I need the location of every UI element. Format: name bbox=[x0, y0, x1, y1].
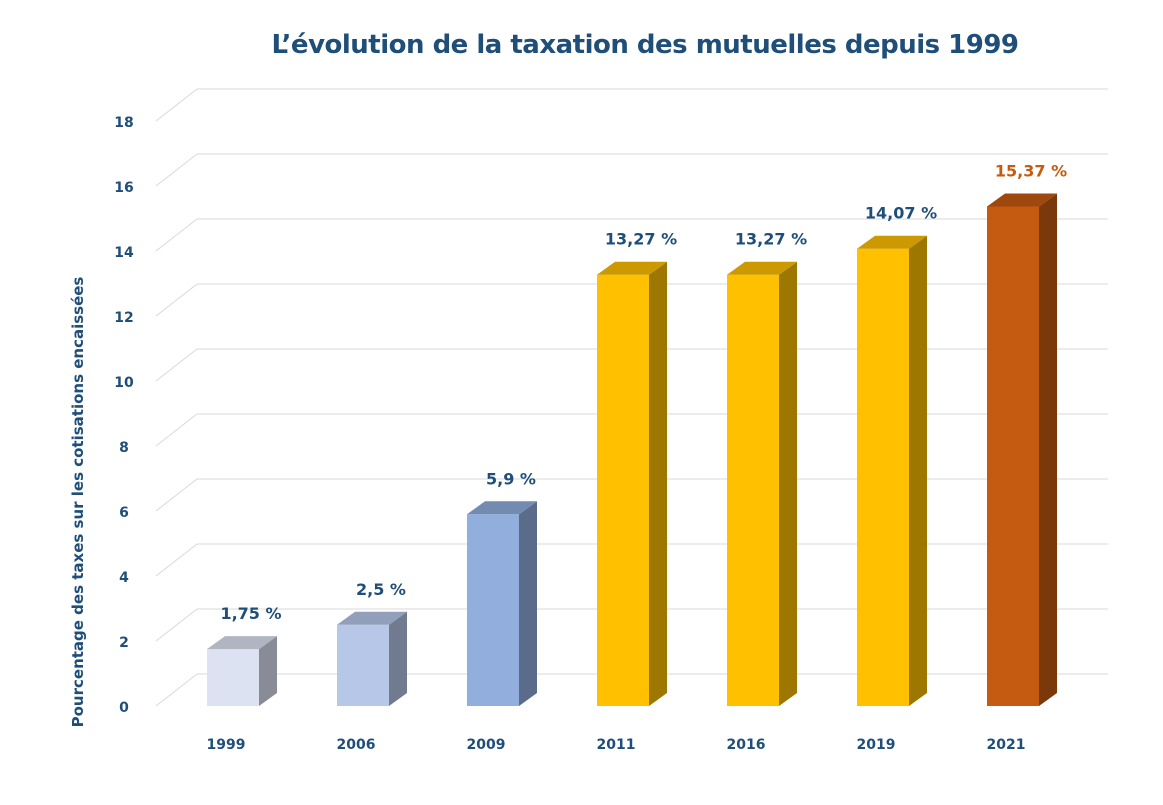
bar-top bbox=[207, 636, 277, 650]
y-tick-label: 2 bbox=[119, 635, 129, 651]
data-label: 13,27 % bbox=[605, 230, 677, 249]
data-label: 15,37 % bbox=[995, 161, 1067, 180]
y-tick-label: 14 bbox=[114, 245, 134, 261]
y-tick-label: 8 bbox=[119, 440, 129, 456]
x-tick-label: 2021 bbox=[987, 737, 1026, 753]
bar-side bbox=[779, 261, 797, 706]
bar-side bbox=[259, 636, 277, 706]
x-tick-label: 1999 bbox=[207, 737, 246, 753]
data-label: 2,5 % bbox=[356, 580, 406, 599]
bar-side bbox=[649, 261, 667, 706]
x-tick-label: 2006 bbox=[337, 737, 376, 753]
bar bbox=[727, 274, 779, 706]
bar bbox=[987, 206, 1039, 706]
gridline-side bbox=[155, 413, 198, 447]
y-tick-label: 4 bbox=[119, 570, 129, 586]
x-tick-label: 2019 bbox=[857, 737, 896, 753]
y-tick-label: 16 bbox=[114, 180, 133, 196]
bar-top bbox=[597, 261, 667, 275]
y-tick-label: 6 bbox=[119, 505, 129, 521]
bar-top bbox=[987, 193, 1057, 207]
x-tick-label: 2016 bbox=[727, 737, 766, 753]
chart-title: L’évolution de la taxation des mutuelles… bbox=[271, 30, 1019, 60]
data-label: 14,07 % bbox=[865, 204, 937, 223]
gridline-side bbox=[155, 673, 198, 707]
gridline-side bbox=[155, 283, 198, 317]
bar bbox=[337, 624, 389, 706]
data-label: 5,9 % bbox=[486, 469, 536, 488]
gridline-side bbox=[155, 608, 198, 642]
bar-side bbox=[519, 501, 537, 706]
gridline-side bbox=[155, 543, 198, 577]
bar bbox=[597, 274, 649, 706]
bar-top bbox=[337, 611, 407, 625]
gridline-side bbox=[155, 348, 198, 382]
data-label: 13,27 % bbox=[735, 230, 807, 249]
y-tick-label: 0 bbox=[119, 700, 129, 716]
bar-top bbox=[727, 261, 797, 275]
bar-side bbox=[1039, 193, 1057, 707]
bar bbox=[857, 248, 909, 706]
bar bbox=[467, 514, 519, 706]
data-label: 1,75 % bbox=[220, 604, 281, 623]
y-tick-label: 12 bbox=[114, 310, 133, 326]
bar-top bbox=[467, 501, 537, 515]
gridline-side bbox=[155, 88, 198, 122]
bar-side bbox=[909, 235, 927, 706]
gridline-side bbox=[155, 478, 198, 512]
bar bbox=[207, 649, 259, 706]
y-tick-label: 18 bbox=[114, 115, 133, 131]
gridline-side bbox=[155, 218, 198, 252]
y-tick-label: 10 bbox=[114, 375, 134, 391]
bar-top bbox=[857, 235, 927, 249]
x-tick-label: 2011 bbox=[597, 737, 636, 753]
gridline-side bbox=[155, 153, 198, 187]
bar-side bbox=[389, 611, 407, 706]
x-tick-label: 2009 bbox=[467, 737, 506, 753]
